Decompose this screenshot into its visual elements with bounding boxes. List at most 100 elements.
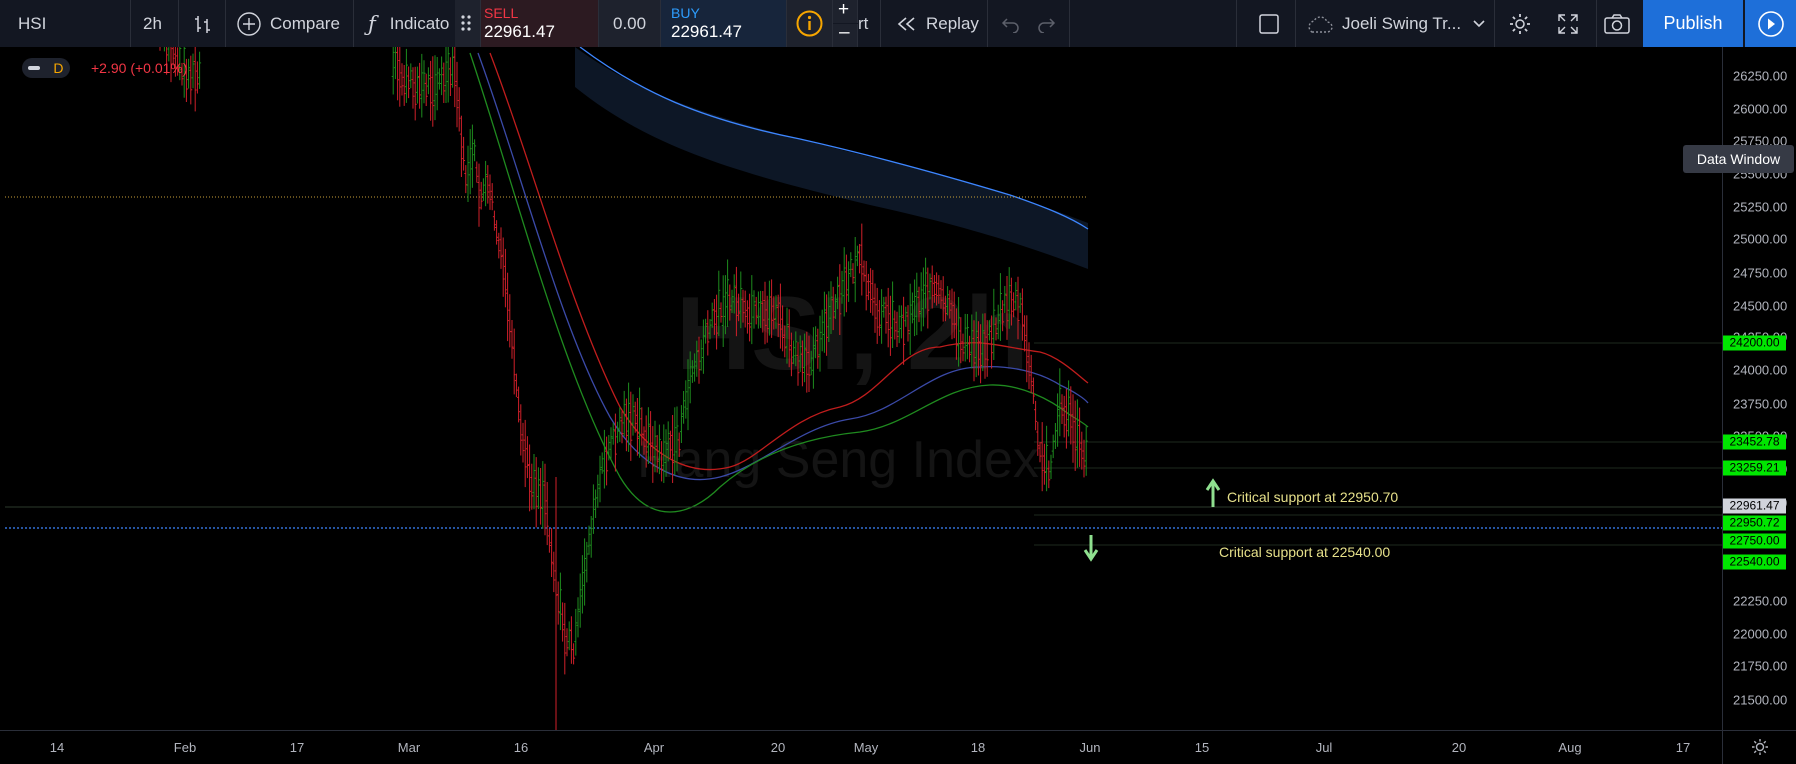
snapshot-button[interactable] xyxy=(1603,0,1631,47)
moving-average-green xyxy=(469,52,1089,513)
chart-type-button[interactable] xyxy=(192,0,214,47)
price-tag: 22540.00 xyxy=(1723,554,1786,570)
axis-settings-button[interactable] xyxy=(1722,730,1796,764)
replay-label: Replay xyxy=(926,13,979,33)
compare-button[interactable]: Compare xyxy=(236,0,340,47)
time-label: 20 xyxy=(770,740,786,755)
time-label: 15 xyxy=(1194,740,1210,755)
quantity-increase-button[interactable]: + xyxy=(833,0,858,23)
play-circle-icon xyxy=(1756,9,1786,39)
camera-icon xyxy=(1603,12,1631,36)
symbol-search[interactable]: HSI xyxy=(18,0,46,47)
replay-button[interactable]: Replay xyxy=(896,0,979,47)
sell-label: SELL xyxy=(484,5,519,21)
price-tag: 24200.00 xyxy=(1723,335,1786,351)
sell-button[interactable]: SELL 22961.47 xyxy=(481,0,599,47)
time-label: May xyxy=(853,740,879,755)
layout-name: Joeli Swing Tr... xyxy=(1342,13,1462,33)
price-tag: 22950.72 xyxy=(1723,515,1786,531)
symbol-label: HSI xyxy=(18,13,47,33)
ideas-stream-button[interactable] xyxy=(1745,0,1796,47)
price-label: 21500.00 xyxy=(1733,692,1788,708)
chart-pane[interactable]: HSI, 2h Hang Seng Index xyxy=(0,47,1722,730)
interval-label: 2h xyxy=(143,13,162,33)
spread-value: 0.00 xyxy=(613,14,647,33)
plus-icon: + xyxy=(838,0,850,20)
time-label: Feb xyxy=(173,740,197,755)
alert-label: rt xyxy=(858,13,869,33)
expand-icon xyxy=(1556,12,1580,36)
legend-toggle[interactable]: D xyxy=(22,58,70,78)
bar-chart-icon xyxy=(192,13,214,35)
time-label: Aug xyxy=(1558,740,1582,755)
spread-display: 0.00 xyxy=(599,0,661,47)
sun-icon xyxy=(1751,738,1769,756)
collapse-icon xyxy=(28,66,41,70)
order-info-button[interactable] xyxy=(787,0,833,47)
cloud-icon xyxy=(1304,14,1334,34)
price-plot[interactable] xyxy=(0,47,1722,730)
info-icon xyxy=(796,10,823,37)
price-label: 24500.00 xyxy=(1733,298,1788,314)
time-label: 14 xyxy=(49,740,65,755)
alert-button[interactable]: rt xyxy=(858,0,868,47)
interval-button[interactable]: 2h xyxy=(143,0,162,47)
sell-price: 22961.47 xyxy=(484,22,555,41)
price-label: 22250.00 xyxy=(1733,593,1788,609)
publish-label: Publish xyxy=(1663,13,1723,33)
compare-label: Compare xyxy=(270,13,340,33)
time-label: 17 xyxy=(289,740,305,755)
support-annotation-high[interactable]: Critical support at 22950.70 xyxy=(1227,489,1399,505)
price-label: 25000.00 xyxy=(1733,231,1788,247)
layout-menu[interactable]: Joeli Swing Tr... xyxy=(1304,0,1485,47)
buy-button[interactable]: BUY 22961.47 xyxy=(661,0,787,47)
buy-label: BUY xyxy=(671,5,700,21)
moving-average-band xyxy=(575,47,1088,269)
redo-icon xyxy=(1035,15,1057,33)
redo-button[interactable] xyxy=(1035,0,1057,47)
time-label: 20 xyxy=(1451,740,1467,755)
moving-average-red xyxy=(489,52,1089,471)
data-window-button[interactable]: Data Window xyxy=(1683,145,1794,173)
up-arrow-icon xyxy=(1205,478,1221,507)
price-label: 21750.00 xyxy=(1733,658,1788,674)
settings-button[interactable] xyxy=(1508,0,1532,47)
time-label: Jul xyxy=(1315,740,1333,755)
price-change: +2.90 (+0.01%) xyxy=(91,60,188,76)
fullscreen-button[interactable] xyxy=(1556,0,1580,47)
down-arrow-icon xyxy=(1083,535,1099,562)
series-legend: D +2.90 (+0.01%) xyxy=(22,58,188,78)
buy-price: 22961.47 xyxy=(671,22,742,41)
price-tag: 23452.78 xyxy=(1723,434,1786,450)
indicators-button[interactable]: ƒ Indicato xyxy=(368,0,449,47)
minus-icon: – xyxy=(839,22,850,43)
indicators-label: Indicato xyxy=(389,13,450,33)
time-label: 18 xyxy=(970,740,986,755)
undo-button[interactable] xyxy=(1000,0,1022,47)
trade-panel-drag-handle[interactable] xyxy=(455,0,481,47)
price-label: 24000.00 xyxy=(1733,362,1788,378)
publish-button[interactable]: Publish xyxy=(1643,0,1743,47)
price-label: 22000.00 xyxy=(1733,626,1788,642)
time-label: Jun xyxy=(1079,740,1101,755)
moving-average-blue xyxy=(477,52,1089,481)
data-window-label: Data Window xyxy=(1696,151,1781,167)
gear-icon xyxy=(1508,12,1532,36)
price-label: 26250.00 xyxy=(1733,68,1788,84)
chevron-down-icon xyxy=(1473,19,1485,28)
quantity-decrease-button[interactable]: – xyxy=(833,22,858,47)
square-icon xyxy=(1258,13,1280,35)
drag-handle-icon xyxy=(460,14,472,32)
time-axis[interactable] xyxy=(0,730,1722,764)
undo-icon xyxy=(1000,15,1022,33)
price-label: 25750.00 xyxy=(1733,133,1788,149)
price-label: 23750.00 xyxy=(1733,396,1788,412)
plus-circle-icon xyxy=(236,11,262,37)
function-icon: ƒ xyxy=(368,11,376,36)
interval-badge: D xyxy=(53,60,64,76)
price-tag: 22750.00 xyxy=(1723,533,1786,549)
support-annotation-low[interactable]: Critical support at 22540.00 xyxy=(1219,544,1391,560)
symbol-watermark: HSI, 2h xyxy=(676,276,1029,392)
rewind-icon xyxy=(896,15,918,33)
fullscreen-layout-button[interactable] xyxy=(1258,0,1280,47)
